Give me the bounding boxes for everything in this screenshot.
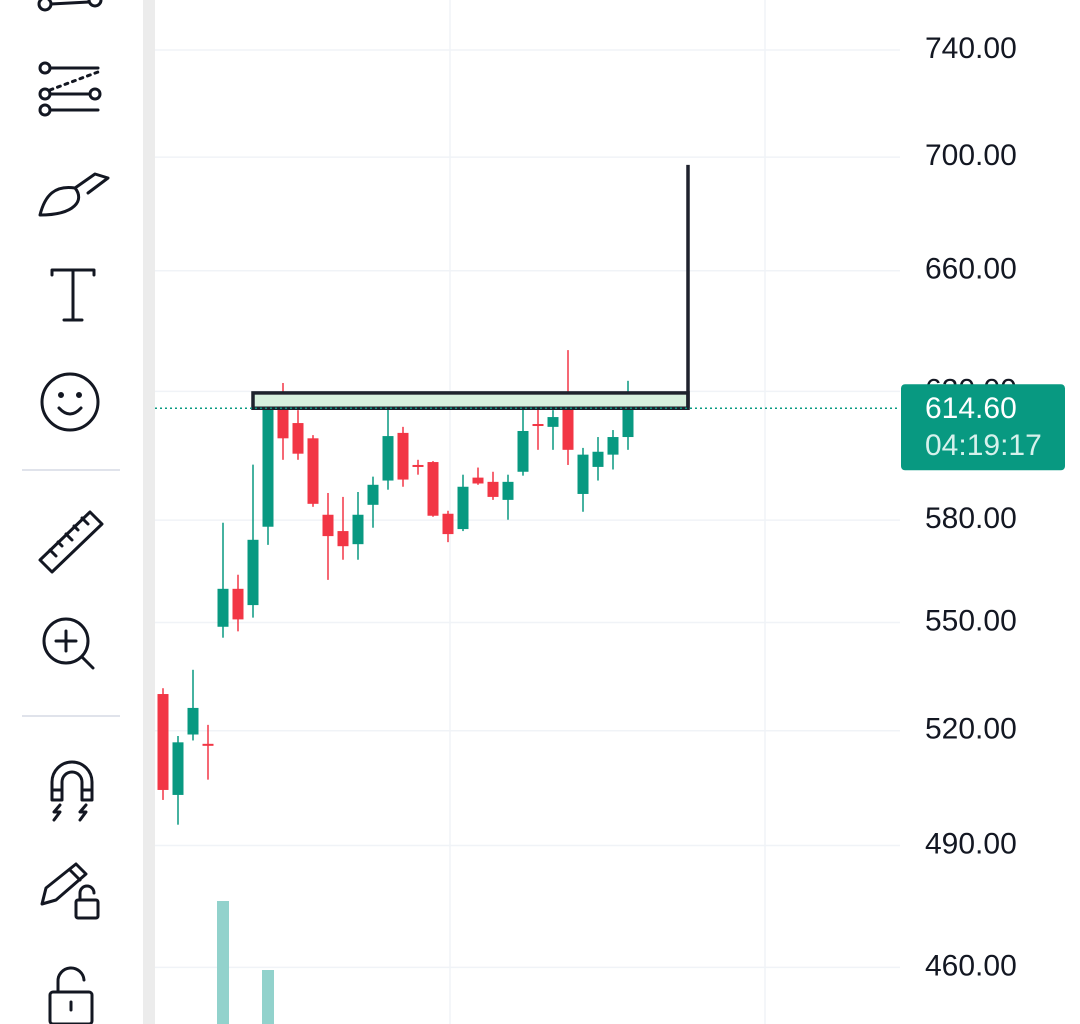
tool-magnet[interactable]: [50, 760, 94, 822]
y-tick-label: 490.00: [925, 827, 1017, 860]
candle-body: [367, 484, 379, 505]
candle-body: [232, 588, 244, 620]
candle-body: [187, 707, 199, 735]
toolbar: [22, 0, 120, 1024]
y-tick-label: 460.00: [925, 949, 1017, 982]
tool-zoom[interactable]: [42, 617, 95, 670]
candle-body: [622, 408, 634, 438]
y-tick-label: 740.00: [925, 32, 1017, 65]
volume-bar: [217, 901, 229, 1024]
candle-body: [217, 588, 229, 627]
candle-body: [172, 742, 184, 795]
candle-body: [352, 514, 364, 545]
volume-bar: [262, 970, 274, 1024]
y-tick-label: 520.00: [925, 713, 1017, 746]
candle-body: [337, 531, 349, 547]
candle-body: [607, 437, 619, 455]
candle-body: [202, 743, 214, 746]
countdown: 04:19:17: [925, 429, 1042, 462]
y-tick-label: 700.00: [925, 139, 1017, 172]
candle-body: [277, 391, 289, 439]
candle-body: [322, 514, 334, 537]
candle-body: [292, 423, 304, 454]
candle-body: [262, 408, 274, 527]
tool-brush[interactable]: [38, 172, 110, 217]
candle-body: [427, 462, 439, 516]
candle-body: [562, 391, 574, 450]
candle-body: [157, 694, 169, 790]
candle-body: [472, 477, 484, 484]
price-tag: [901, 384, 1065, 471]
candle-body: [577, 454, 589, 494]
tool-lock-drawings[interactable]: [40, 862, 100, 920]
tool-ruler[interactable]: [38, 510, 104, 574]
candle-body: [307, 438, 319, 504]
candle-body: [397, 432, 409, 480]
candle-body: [247, 539, 259, 606]
tool-text[interactable]: [50, 268, 96, 322]
candle-body: [457, 486, 469, 530]
candle-body: [547, 417, 559, 427]
candle-body: [382, 436, 394, 481]
candle-body: [412, 464, 424, 467]
last-price-label: 614.60: [925, 392, 1017, 425]
plot: [155, 49, 900, 1024]
y-tick-label: 580.00: [925, 502, 1017, 535]
drawing-rect: [251, 391, 690, 411]
candle-body: [502, 481, 514, 500]
candle-body: [517, 430, 529, 472]
tool-lines[interactable]: [38, 61, 102, 117]
tool-icon[interactable]: [37, 0, 103, 12]
y-tick-label: 660.00: [925, 253, 1017, 286]
tool-emoji[interactable]: [40, 372, 100, 432]
overlay: 460.00490.00520.00550.00580.00620.00660.…: [155, 32, 1065, 982]
toolbar-border: [143, 0, 155, 1024]
candle-body: [592, 451, 604, 467]
y-tick-label: 550.00: [925, 604, 1017, 637]
candle-body: [442, 513, 454, 535]
candle-body: [532, 424, 544, 427]
candle-body: [487, 481, 499, 497]
tool-lock[interactable]: [48, 966, 94, 1024]
